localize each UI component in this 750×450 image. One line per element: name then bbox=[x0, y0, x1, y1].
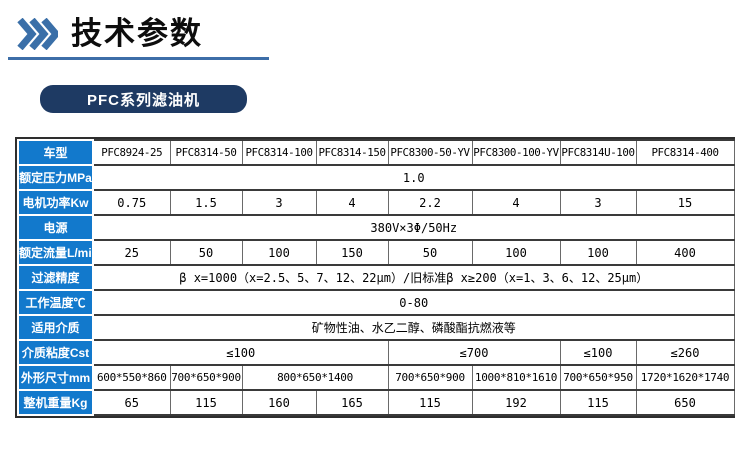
flow-cell: 400 bbox=[635, 239, 735, 266]
table-row-filtration: 过滤精度 β x=1000（x=2.5、5、7、12、22μm）/旧标准β x≥… bbox=[17, 264, 735, 291]
table-row-power-supply: 电源 380V×3Φ/50Hz bbox=[17, 214, 735, 241]
power-supply-cell: 380V×3Φ/50Hz bbox=[92, 214, 735, 241]
table-row-motor-power: 电机功率Kw 0.75 1.5 3 4 2.2 4 3 15 bbox=[17, 189, 735, 216]
flow-cell: 50 bbox=[387, 239, 473, 266]
model-header-cell: PFC8314-400 bbox=[635, 139, 735, 166]
flow-cell: 25 bbox=[92, 239, 171, 266]
pressure-value-cell: 1.0 bbox=[92, 164, 735, 191]
title-underline bbox=[8, 57, 269, 60]
series-badge-label: PFC系列滤油机 bbox=[86, 91, 200, 109]
model-header-cell: PFC8314-100 bbox=[241, 139, 317, 166]
row-label-dimensions: 外形尺寸mm bbox=[17, 364, 94, 391]
row-label-viscosity: 介质粘度Cst bbox=[17, 339, 94, 366]
table-row-viscosity: 介质粘度Cst ≤100 ≤700 ≤100 ≤260 bbox=[17, 339, 735, 366]
row-label-temperature: 工作温度℃ bbox=[17, 289, 94, 316]
model-header-cell: PFC8314U-100 bbox=[559, 139, 637, 166]
weight-cell: 165 bbox=[315, 389, 389, 416]
weight-cell: 160 bbox=[241, 389, 317, 416]
table-row-temperature: 工作温度℃ 0-80 bbox=[17, 289, 735, 316]
flow-cell: 100 bbox=[241, 239, 317, 266]
row-label-model: 车型 bbox=[17, 139, 94, 166]
flow-cell: 100 bbox=[471, 239, 561, 266]
flow-cell: 150 bbox=[315, 239, 389, 266]
motor-power-cell: 3 bbox=[241, 189, 317, 216]
row-label-filtration: 过滤精度 bbox=[17, 264, 94, 291]
motor-power-cell: 0.75 bbox=[92, 189, 171, 216]
dimensions-cell: 600*550*860 bbox=[92, 364, 171, 391]
model-header-cell: PFC8314-50 bbox=[169, 139, 243, 166]
triple-chevrons-icon bbox=[17, 18, 58, 50]
motor-power-cell: 15 bbox=[635, 189, 735, 216]
weight-cell: 115 bbox=[387, 389, 473, 416]
model-header-cell: PFC8924-25 bbox=[92, 139, 171, 166]
model-header-cell: PFC8300-100-YV bbox=[471, 139, 561, 166]
table-row-pressure: 额定压力MPa 1.0 bbox=[17, 164, 735, 191]
table-row-medium: 适用介质 矿物性油、水乙二醇、磷酸酯抗燃液等 bbox=[17, 314, 735, 341]
table-row-models: 车型 PFC8924-25 PFC8314-50 PFC8314-100 PFC… bbox=[17, 139, 735, 166]
weight-cell: 65 bbox=[92, 389, 171, 416]
viscosity-cell: ≤700 bbox=[387, 339, 561, 366]
model-header-cell: PFC8300-50-YV bbox=[387, 139, 473, 166]
dimensions-cell: 700*650*950 bbox=[559, 364, 637, 391]
row-label-power-supply: 电源 bbox=[17, 214, 94, 241]
weight-cell: 192 bbox=[471, 389, 561, 416]
weight-cell: 650 bbox=[635, 389, 735, 416]
motor-power-cell: 4 bbox=[471, 189, 561, 216]
table-row-weight: 整机重量Kg 65 115 160 165 115 192 115 650 bbox=[17, 389, 735, 416]
table-row-flow: 额定流量L/min 25 50 100 150 50 100 100 400 bbox=[17, 239, 735, 266]
page-title: 技术参数 bbox=[71, 16, 203, 51]
model-header-cell: PFC8314-150 bbox=[315, 139, 389, 166]
temperature-cell: 0-80 bbox=[92, 289, 735, 316]
viscosity-cell: ≤260 bbox=[635, 339, 735, 366]
motor-power-cell: 3 bbox=[559, 189, 637, 216]
table-row-dimensions: 外形尺寸mm 600*550*860 700*650*900 800*650*1… bbox=[17, 364, 735, 391]
series-badge: PFC系列滤油机 bbox=[40, 85, 247, 113]
motor-power-cell: 1.5 bbox=[169, 189, 243, 216]
spec-table: 车型 PFC8924-25 PFC8314-50 PFC8314-100 PFC… bbox=[17, 139, 735, 416]
weight-cell: 115 bbox=[559, 389, 637, 416]
dimensions-cell: 1720*1620*1740 bbox=[635, 364, 735, 391]
dimensions-cell: 700*650*900 bbox=[387, 364, 473, 391]
filtration-cell: β x=1000（x=2.5、5、7、12、22μm）/旧标准β x≥200（x… bbox=[92, 264, 735, 291]
weight-cell: 115 bbox=[169, 389, 243, 416]
section-header: 技术参数 bbox=[16, 16, 203, 52]
spec-table-wrapper: 车型 PFC8924-25 PFC8314-50 PFC8314-100 PFC… bbox=[15, 137, 735, 418]
motor-power-cell: 4 bbox=[315, 189, 389, 216]
row-label-pressure: 额定压力MPa bbox=[17, 164, 94, 191]
flow-cell: 100 bbox=[559, 239, 637, 266]
row-label-flow: 额定流量L/min bbox=[17, 239, 94, 266]
motor-power-cell: 2.2 bbox=[387, 189, 473, 216]
row-label-medium: 适用介质 bbox=[17, 314, 94, 341]
row-label-motor-power: 电机功率Kw bbox=[17, 189, 94, 216]
row-label-weight: 整机重量Kg bbox=[17, 389, 94, 416]
viscosity-cell: ≤100 bbox=[92, 339, 389, 366]
dimensions-cell: 800*650*1400 bbox=[241, 364, 389, 391]
viscosity-cell: ≤100 bbox=[559, 339, 637, 366]
medium-cell: 矿物性油、水乙二醇、磷酸酯抗燃液等 bbox=[92, 314, 735, 341]
dimensions-cell: 1000*810*1610 bbox=[471, 364, 561, 391]
flow-cell: 50 bbox=[169, 239, 243, 266]
dimensions-cell: 700*650*900 bbox=[169, 364, 243, 391]
